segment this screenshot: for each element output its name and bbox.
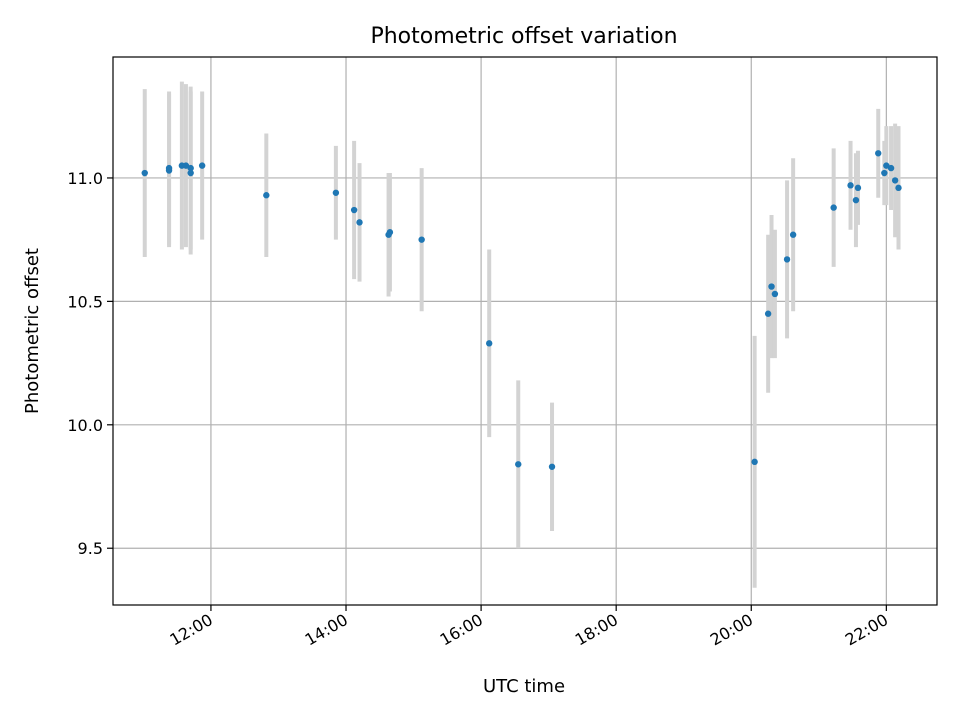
y-tick-label: 10.0 [67, 416, 103, 435]
data-point [332, 189, 340, 196]
data-point [548, 463, 556, 470]
data-point [789, 231, 797, 238]
data-point [182, 162, 190, 169]
data-point [141, 169, 148, 177]
data-point [768, 283, 775, 290]
data-point [895, 184, 902, 192]
data-point [350, 206, 358, 214]
y-tick-label: 9.5 [78, 539, 103, 558]
data-point [887, 164, 895, 172]
y-axis-ticks: 9.5 10.0 10.5 11.0 [67, 169, 113, 558]
data-point [783, 256, 791, 263]
y-tick-label: 11.0 [67, 169, 103, 188]
data-point [883, 162, 890, 169]
data-point [852, 196, 860, 204]
data-point [263, 192, 270, 199]
data-points [141, 150, 902, 470]
data-point [771, 290, 779, 298]
y-axis-label: Photometric offset [22, 248, 43, 414]
grid [113, 57, 937, 605]
data-point [854, 184, 862, 192]
data-point [830, 204, 837, 211]
data-point [486, 340, 493, 347]
data-point [891, 177, 899, 184]
chart-title: Photometric offset variation [370, 24, 677, 49]
data-point [385, 231, 392, 238]
data-point [515, 461, 522, 468]
data-point [165, 167, 173, 174]
data-point [187, 164, 194, 172]
data-point [751, 458, 758, 466]
data-point [356, 219, 363, 226]
data-point [881, 169, 888, 177]
data-point [187, 169, 194, 177]
x-axis-label: UTC time [483, 676, 565, 697]
data-point [875, 150, 882, 157]
data-point [198, 162, 206, 169]
data-point [847, 182, 854, 189]
y-tick-label: 10.5 [67, 292, 103, 311]
data-point [764, 310, 772, 317]
plot-area-frame [112, 56, 938, 606]
data-point [418, 236, 425, 243]
